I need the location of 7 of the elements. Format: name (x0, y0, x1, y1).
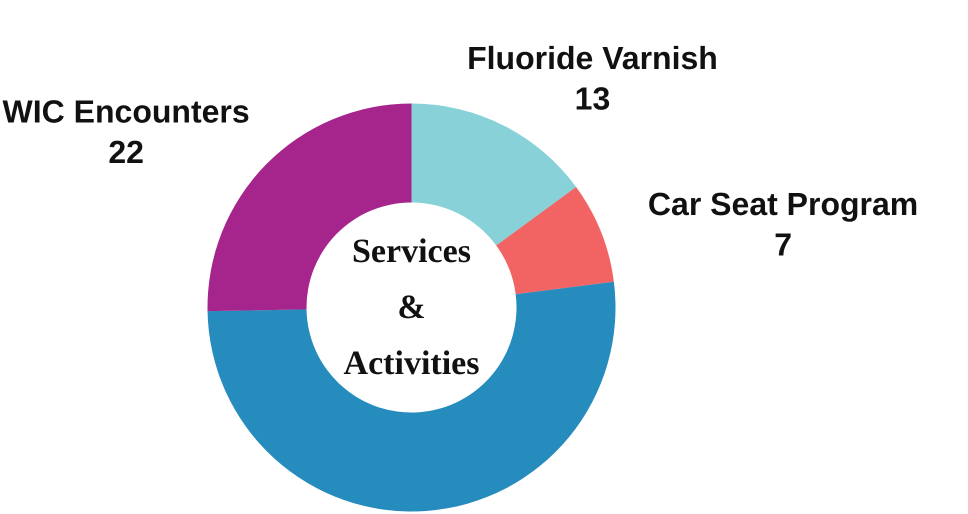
text: Services & Activities (344, 233, 480, 382)
data-label: 13 (574, 80, 610, 116)
slice-label: WIC Encounters (2, 93, 250, 130)
slice-label: Fluoride Varnish (467, 40, 718, 76)
slice-label: Car Seat Program (648, 186, 918, 222)
data-label: 7 (774, 226, 792, 262)
data-label: 22 (108, 134, 144, 170)
